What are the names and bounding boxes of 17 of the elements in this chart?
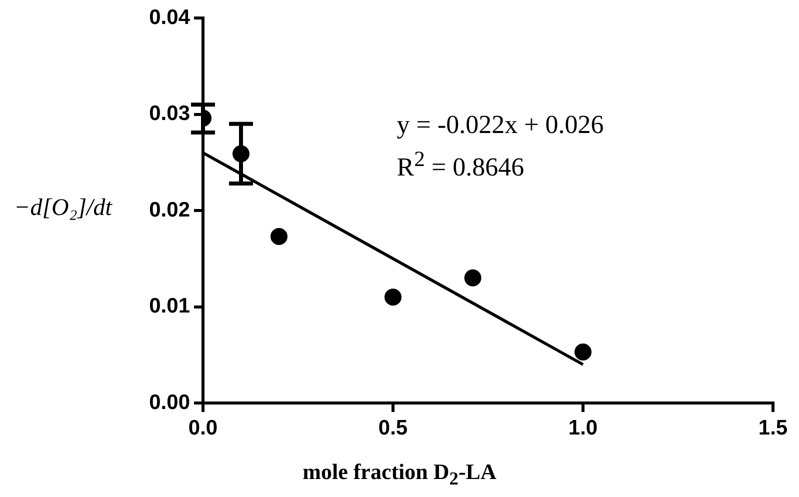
point [574,343,592,360]
y-tick-label: 0.02 [149,198,190,222]
x-tick-label: 0.0 [188,416,218,440]
y-tick-label: 0.00 [149,390,190,414]
point [270,228,288,245]
y-tick-label: 0.04 [149,6,190,29]
point [464,269,482,286]
y-tick-label: 0.03 [149,102,190,126]
y-tick-label: 0.01 [149,294,190,318]
annotation: y = -0.022x + 0.026 [396,110,604,139]
x-tick-label: 1.0 [568,416,598,440]
y-axis-title: −d[O₂]/dt [14,194,112,222]
x-tick-label: 0.5 [378,416,408,440]
annotation: R$^{2}$ = 0.8646 [396,147,524,182]
x-axis-title: mole fraction D$_{2}$-LA [302,459,498,490]
x-tick-label: 1.5 [758,416,788,440]
point [384,288,402,306]
